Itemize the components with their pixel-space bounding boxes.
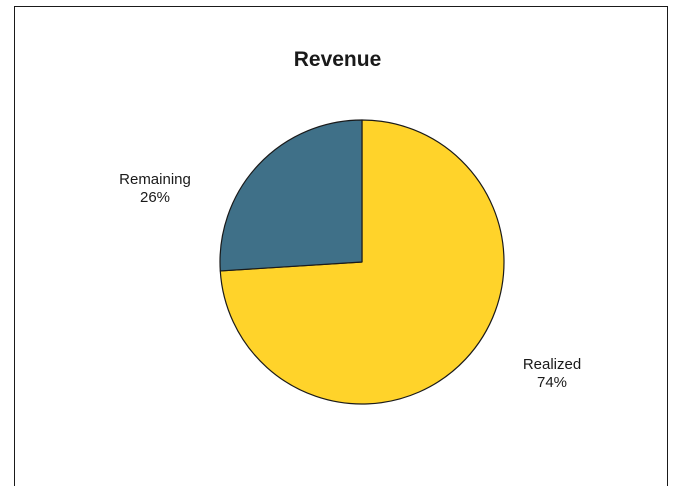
pie-slices <box>219 119 505 405</box>
slice-label-remaining-name: Remaining <box>119 171 191 188</box>
chart-title: Revenue <box>293 48 382 71</box>
slice-label-realized: Realized 74% <box>502 356 602 392</box>
pie-slice-remaining <box>219 119 363 272</box>
slice-label-realized-value: 74% <box>536 374 568 391</box>
slice-label-realized-name: Realized <box>522 356 582 373</box>
slice-label-remaining-value: 26% <box>139 189 171 206</box>
slice-label-remaining: Remaining 26% <box>100 171 210 207</box>
